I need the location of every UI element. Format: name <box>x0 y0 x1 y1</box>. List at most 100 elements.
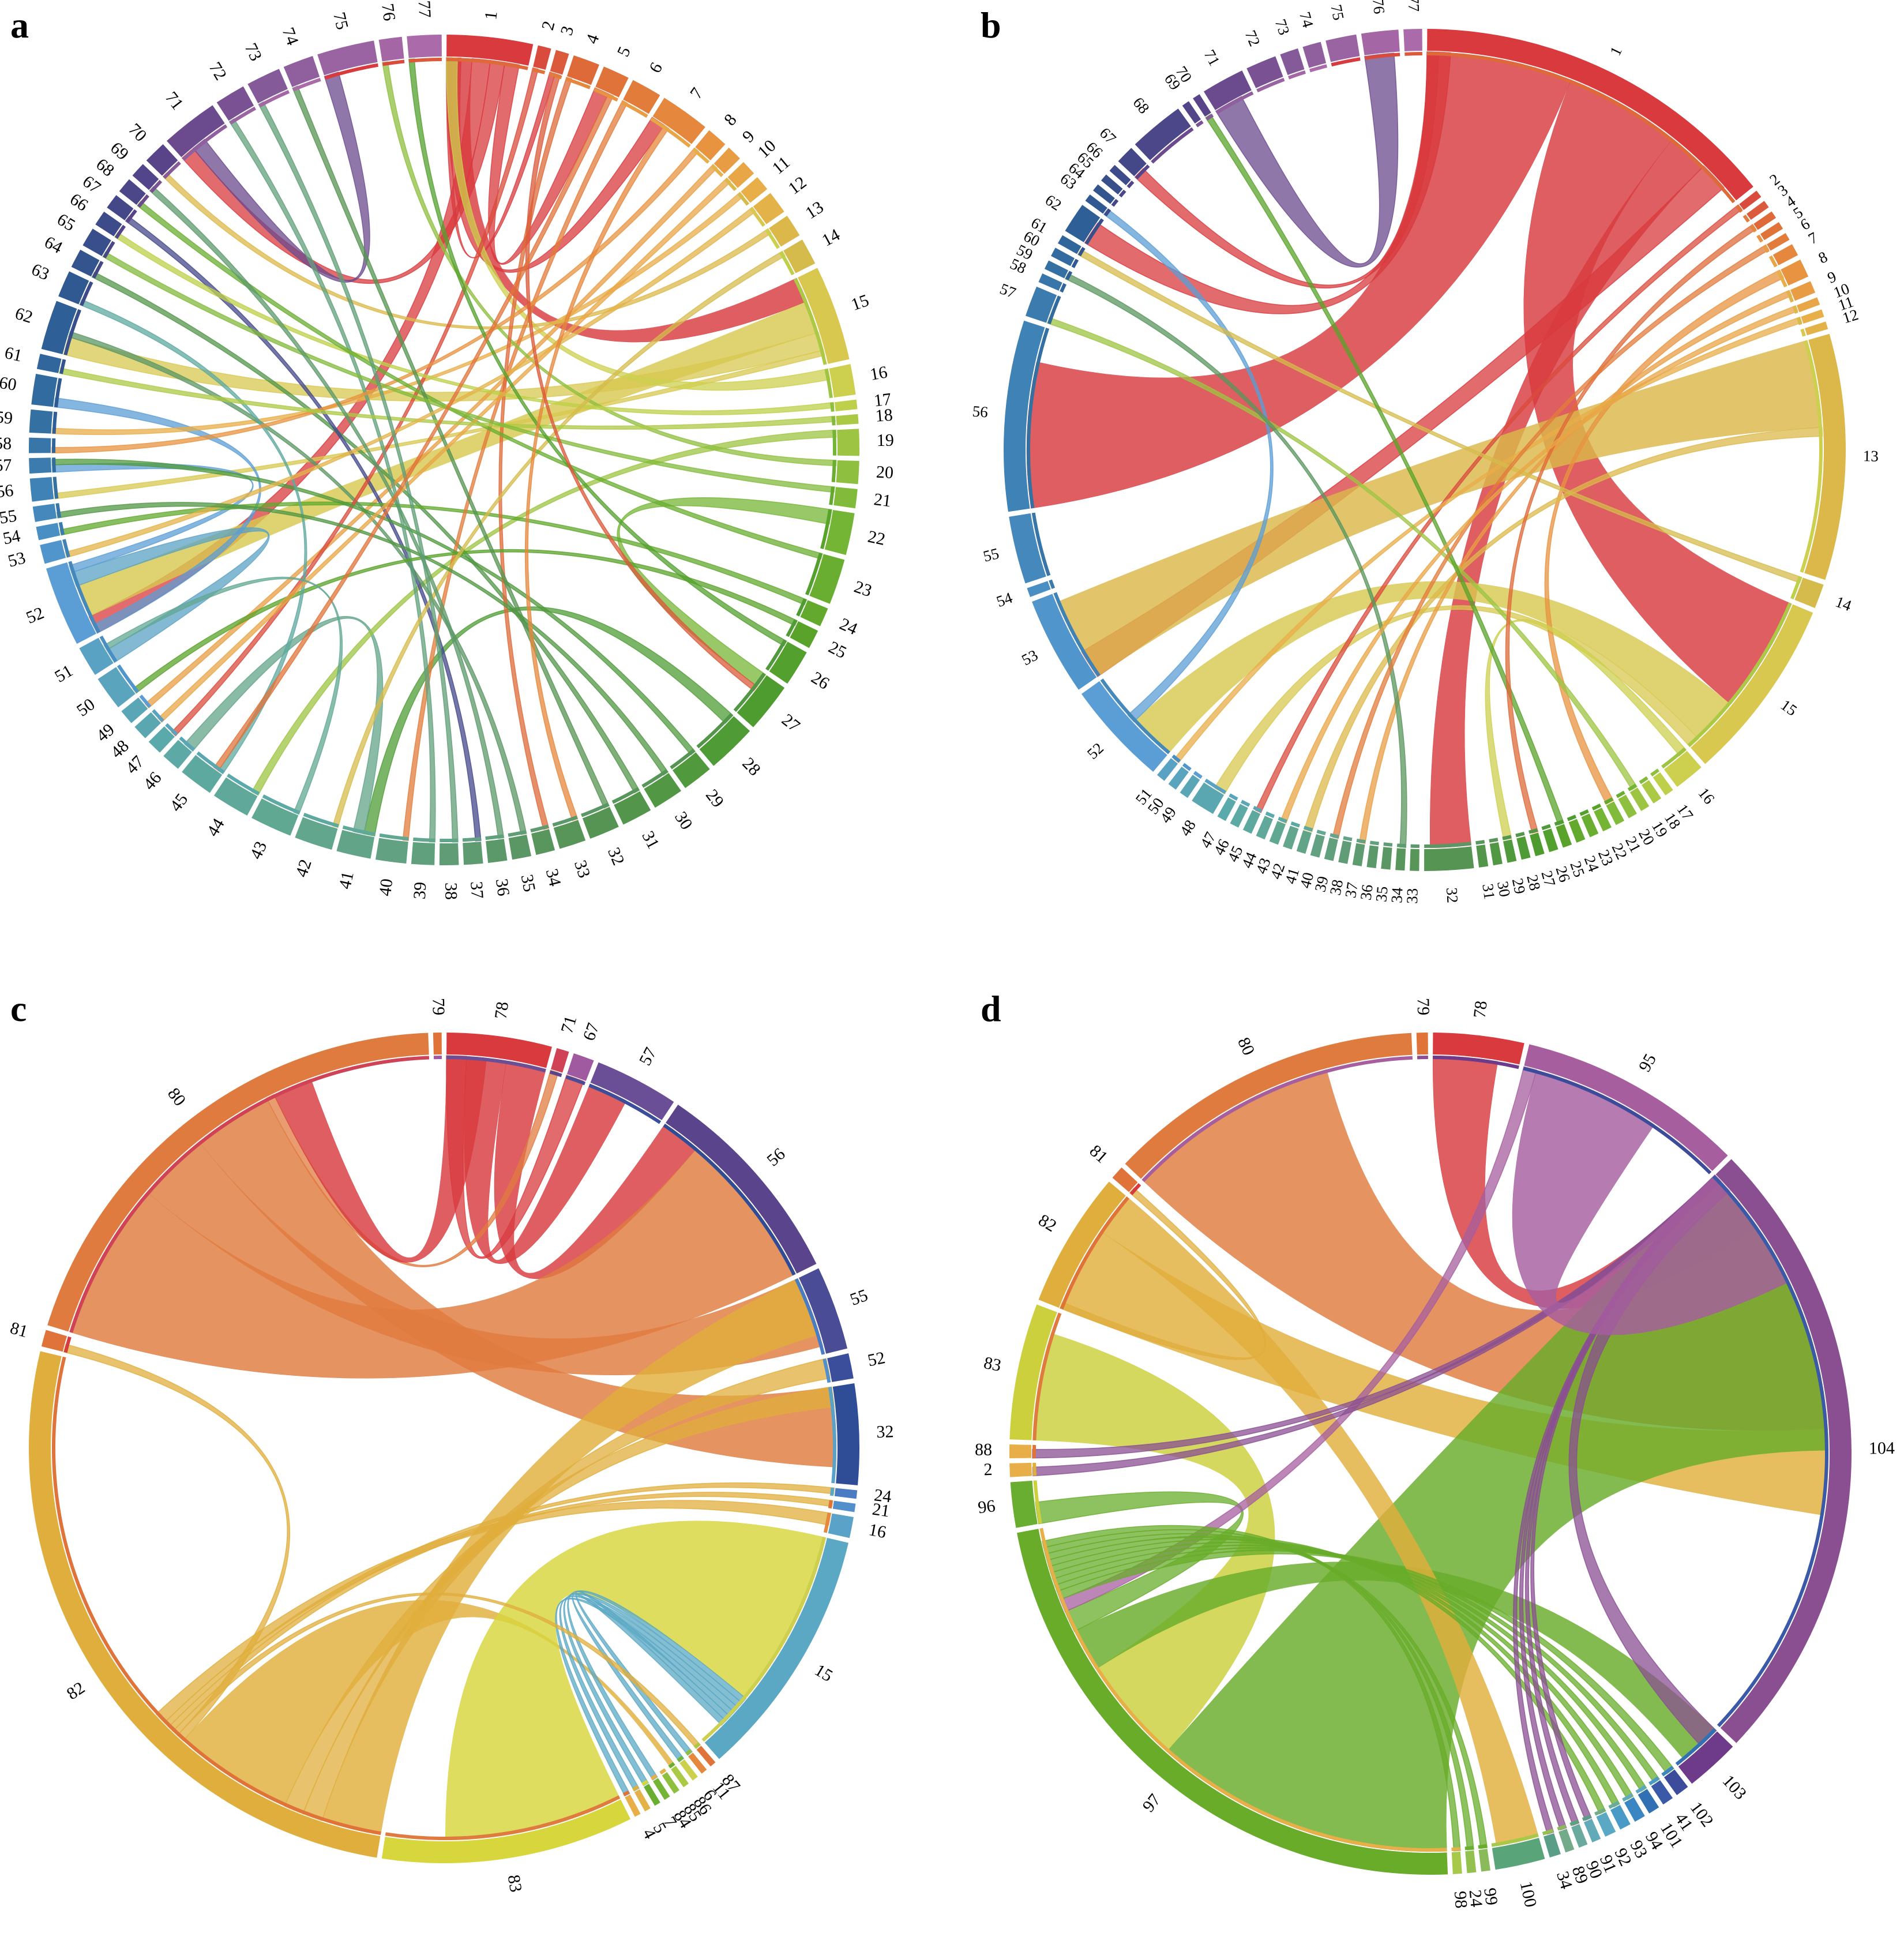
segment-5 <box>595 66 629 97</box>
segment-13 <box>769 215 800 247</box>
segment-inner-ring-32 <box>1424 842 1471 848</box>
segment-inner-ring-2 <box>1032 1462 1037 1476</box>
segment-inner-ring-46 <box>179 736 196 752</box>
segment-92 <box>1596 1812 1616 1837</box>
segment-label-5: 5 <box>614 44 634 59</box>
segment-inner-ring-82 <box>1060 1196 1129 1309</box>
segment-label-29: 29 <box>1509 877 1529 896</box>
segment-inner-ring-6 <box>677 1755 684 1762</box>
segment-label-37: 37 <box>467 881 487 899</box>
segment-70 <box>1193 94 1211 117</box>
segment-34 <box>531 829 555 855</box>
segment-inner-ring-14 <box>1790 576 1802 600</box>
segment-inner-ring-4 <box>622 1790 630 1796</box>
segment-label-79: 79 <box>429 998 448 1016</box>
ribbons-b <box>1026 51 1823 849</box>
segment-68 <box>119 179 146 205</box>
segment-label-71: 71 <box>162 88 187 114</box>
segment-inner-ring-26 <box>765 639 787 671</box>
segment-inner-ring-80 <box>69 1056 430 1333</box>
segment-81 <box>41 1330 67 1352</box>
panel-a: a 123456789101112131415161718192021222324… <box>0 0 894 900</box>
segment-label-40: 40 <box>375 877 397 897</box>
segment-29 <box>1503 839 1517 863</box>
segment-inner-ring-34 <box>1542 1829 1554 1836</box>
segment-inner-ring-6 <box>1763 245 1770 253</box>
segment-inner-ring-84 <box>650 1774 658 1781</box>
ribbon-25-50 <box>132 549 798 694</box>
segment-85 <box>662 1771 679 1794</box>
segment-inner-ring-100 <box>1491 1833 1539 1847</box>
segment-53 <box>1032 594 1097 690</box>
segment-label-24: 24 <box>837 614 861 639</box>
segment-38 <box>1338 840 1352 864</box>
segment-inner-ring-27 <box>733 673 766 712</box>
segment-77 <box>1403 29 1422 51</box>
ribbon-39-72 <box>228 118 436 843</box>
segment-inner-ring-22 <box>820 509 832 550</box>
segment-inner-ring-39 <box>1330 833 1339 839</box>
ribbon-17-66 <box>114 231 835 415</box>
segment-label-2: 2 <box>983 1460 993 1480</box>
ribbon-8-21 <box>1544 269 1785 805</box>
segment-label-55: 55 <box>0 506 18 527</box>
segment-27 <box>1530 832 1545 857</box>
segment-label-42: 42 <box>292 857 316 880</box>
ribbon-15-6 <box>572 1593 727 1763</box>
segment-label-22: 22 <box>866 527 887 549</box>
segment-label-100: 100 <box>1516 1879 1541 1909</box>
segment-3 <box>550 50 569 75</box>
segment-label-82: 82 <box>1035 1211 1060 1236</box>
segment-inner-ring-33 <box>552 815 578 827</box>
segment-label-33: 33 <box>570 858 594 880</box>
segment-inner-ring-54 <box>58 521 65 535</box>
panel-letter-c: c <box>10 988 27 1029</box>
segment-inner-ring-44 <box>1265 811 1275 819</box>
segment-inner-ring-31 <box>611 787 640 804</box>
segment-label-18: 18 <box>874 406 893 426</box>
segment-inner-ring-53 <box>1053 592 1101 677</box>
segment-inner-ring-85 <box>659 1768 667 1775</box>
segment-66 <box>1109 164 1131 186</box>
segment-inner-ring-66 <box>1126 180 1135 189</box>
segment-inner-ring-5 <box>1756 234 1764 243</box>
segment-inner-ring-62 <box>1084 218 1104 245</box>
segment-78 <box>446 1033 552 1068</box>
segment-label-71: 71 <box>1201 47 1223 69</box>
segment-label-62: 62 <box>13 303 35 327</box>
segment-inner-ring-43 <box>262 794 301 815</box>
segment-37 <box>463 841 483 865</box>
segment-17 <box>1653 772 1673 795</box>
segment-inner-ring-68 <box>137 194 149 208</box>
ribbon-82-16 <box>155 1500 832 1724</box>
segment-label-72: 72 <box>205 59 231 84</box>
segment-label-32: 32 <box>876 1422 894 1442</box>
segment-label-80: 80 <box>1234 1034 1258 1058</box>
segment-28 <box>699 716 750 766</box>
segment-inner-ring-42 <box>1290 821 1300 828</box>
segment-inner-ring-73 <box>1288 70 1306 80</box>
segment-label-19: 19 <box>877 431 895 451</box>
ribbon-82-81 <box>63 1343 291 1741</box>
segment-label-8: 8 <box>720 110 741 129</box>
segment-32 <box>1424 846 1474 871</box>
segment-inner-ring-37 <box>1356 838 1366 844</box>
segment-71 <box>167 105 225 157</box>
segment-89 <box>1558 1829 1575 1853</box>
segment-label-17: 17 <box>873 389 892 410</box>
segment-11 <box>1801 309 1824 324</box>
segment-label-32: 32 <box>1443 887 1462 904</box>
segment-98 <box>1451 1852 1462 1874</box>
segment-inner-ring-48 <box>1204 778 1227 794</box>
segment-label-6: 6 <box>645 59 666 76</box>
segment-label-74: 74 <box>1296 10 1317 30</box>
segment-52 <box>1081 681 1167 772</box>
segment-102 <box>1663 1769 1688 1795</box>
segment-25 <box>1556 824 1572 848</box>
segment-inner-ring-2 <box>1735 205 1743 213</box>
segment-25 <box>790 621 818 648</box>
segment-label-73: 73 <box>1272 17 1293 37</box>
segment-inner-ring-45 <box>196 751 225 774</box>
segment-31 <box>1476 844 1489 868</box>
ribbon-82-86 <box>183 1600 675 1807</box>
